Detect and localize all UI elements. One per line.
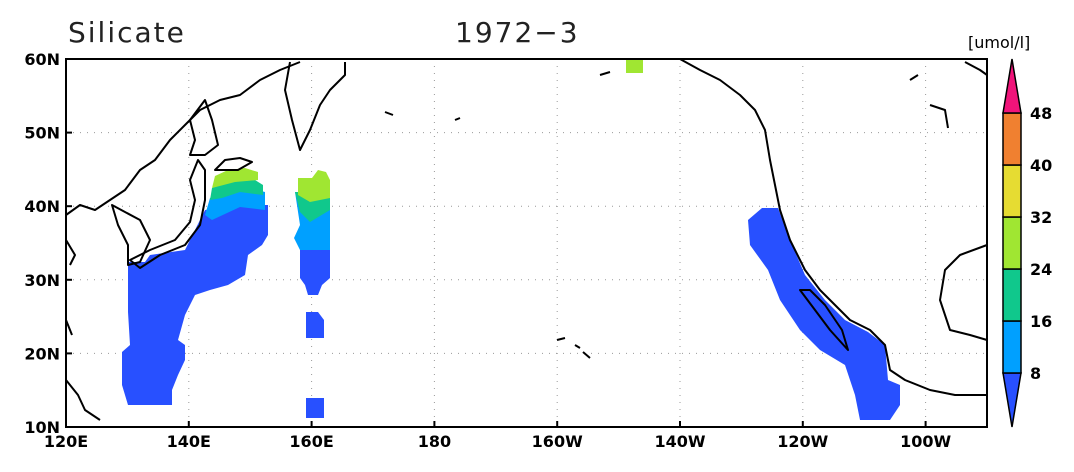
- colorbar-segment: [1002, 268, 1022, 322]
- coast: [799, 289, 849, 351]
- coast: [384, 71, 611, 121]
- coast: [679, 58, 987, 396]
- coast: [129, 159, 206, 269]
- colorbar: 8 16 24 32 40 48: [1002, 58, 1052, 428]
- colorbar-label: 8: [1030, 364, 1041, 383]
- lat-tick-label: 20N: [24, 344, 60, 363]
- lon-tick-label: 160W: [532, 432, 583, 451]
- colorbar-label: 16: [1030, 312, 1052, 331]
- coastlines: [65, 58, 988, 421]
- colorbar-label: 32: [1030, 208, 1052, 227]
- coast: [909, 61, 988, 129]
- colorbar-over: [1002, 58, 1022, 114]
- lon-tick-label: 100W: [900, 432, 951, 451]
- colorbar-label: 40: [1030, 156, 1052, 175]
- title: Silicate: [68, 16, 186, 49]
- colorbar-segment: [1002, 164, 1022, 218]
- coast: [65, 61, 301, 216]
- units: [umol/l]: [968, 33, 1030, 52]
- lon-tick-label: 120W: [777, 432, 828, 451]
- coast: [111, 204, 151, 266]
- coast: [214, 157, 253, 171]
- lat-tick-label: 10N: [24, 418, 60, 437]
- colorbar-segment: [1002, 216, 1022, 270]
- colorbar-segment: [1002, 112, 1022, 166]
- field: [122, 59, 900, 420]
- lat-tick-label: 40N: [24, 197, 60, 216]
- coast: [189, 99, 219, 156]
- lat-tick-label: 50N: [24, 124, 60, 143]
- field-patch: [212, 168, 258, 188]
- lon-tick-label: 160E: [289, 432, 333, 451]
- lon-tick-label: 120E: [44, 432, 88, 451]
- lat-tick-label: 30N: [24, 271, 60, 290]
- lon-tick-label: 140W: [654, 432, 705, 451]
- colorbar-under: [1002, 372, 1022, 428]
- field-patch: [122, 205, 268, 405]
- coast: [939, 244, 988, 341]
- field-patch: [626, 59, 643, 73]
- date: 1972−3: [455, 16, 580, 49]
- colorbar-label: 48: [1030, 104, 1052, 123]
- coast: [284, 61, 346, 151]
- axes: 120E 140E 160E 180 160W 140W 120W 100W 10N 20N 30N…: [24, 50, 951, 451]
- colorbar-label: 24: [1030, 260, 1052, 279]
- lon-tick-label: 140E: [167, 432, 211, 451]
- colorbar-segment: [1002, 320, 1022, 374]
- field-patch: [298, 170, 330, 202]
- lon-tick-label: 180: [418, 432, 451, 451]
- field-patch: [300, 248, 330, 418]
- map-frame: [65, 58, 988, 428]
- field-patch: [748, 208, 900, 420]
- coast: [556, 337, 591, 359]
- coast: [65, 239, 101, 421]
- lat-tick-label: 60N: [24, 50, 60, 69]
